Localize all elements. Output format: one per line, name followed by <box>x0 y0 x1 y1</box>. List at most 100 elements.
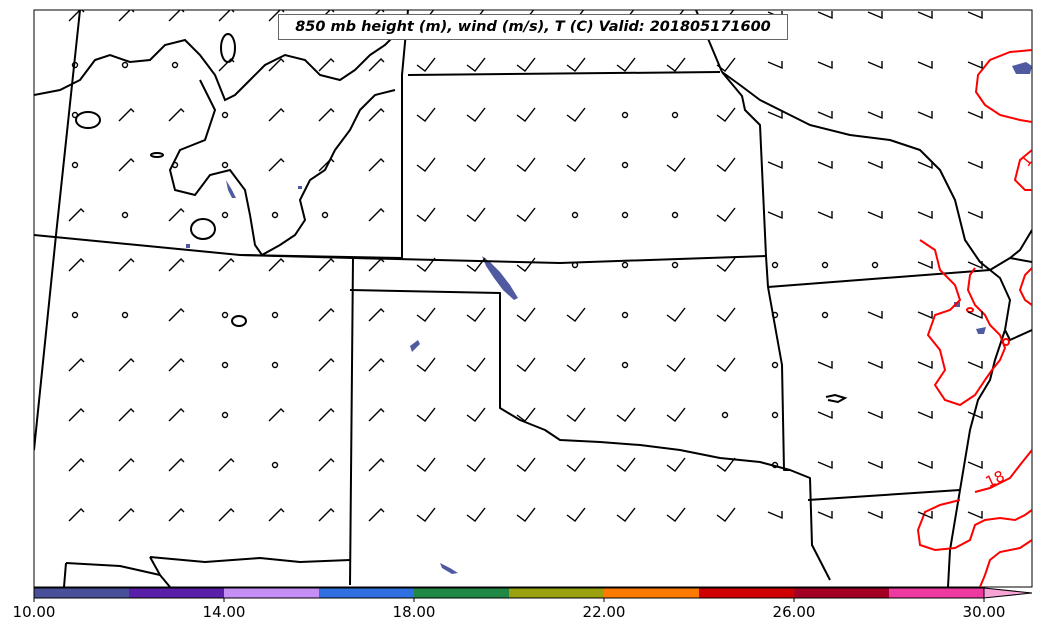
calm-wind-marker <box>721 411 729 419</box>
wind-barb <box>666 457 686 472</box>
wind-barb <box>68 258 85 272</box>
calm-wind-marker <box>621 211 629 219</box>
wind-barb <box>716 257 736 272</box>
wind-barb <box>967 361 983 370</box>
wind-barb <box>268 158 285 172</box>
colorbar-segment <box>129 588 225 598</box>
wind-barb <box>917 161 933 170</box>
wind-barb <box>867 461 883 470</box>
wind-barb <box>566 407 586 422</box>
wind-barb <box>917 111 933 120</box>
wind-barb <box>666 507 686 522</box>
wind-barb <box>68 458 85 472</box>
wind-barb <box>867 311 883 320</box>
wind-barb <box>867 211 883 220</box>
lake-outlines <box>34 29 848 404</box>
colorbar-tick-label: 30.00 <box>962 603 1006 621</box>
calm-wind-marker <box>171 61 179 69</box>
wind-barb <box>118 258 135 272</box>
wind-barb <box>168 458 185 472</box>
colorbar-segment <box>414 588 510 598</box>
wind-barb <box>516 507 536 522</box>
wind-barb <box>917 511 933 520</box>
wind-barb <box>466 157 486 172</box>
wind-barb <box>867 111 883 120</box>
colorbar-segment <box>794 588 890 598</box>
wind-barb <box>218 58 235 72</box>
wind-barb <box>867 411 883 420</box>
calm-wind-marker <box>271 361 279 369</box>
wind-barb <box>318 458 335 472</box>
wind-barb <box>118 108 135 122</box>
wind-barb <box>767 61 783 70</box>
calm-wind-marker <box>771 311 779 319</box>
calm-wind-marker <box>821 311 829 319</box>
wind-barb <box>616 407 636 422</box>
wind-barb <box>318 308 335 322</box>
calm-wind-marker <box>321 211 329 219</box>
wind-barb <box>566 307 586 322</box>
wind-barb <box>416 207 436 222</box>
wind-barb <box>68 358 85 372</box>
wind-barb <box>318 58 335 72</box>
wind-barb <box>967 311 983 320</box>
wind-barb <box>917 211 933 220</box>
wind-barb <box>118 10 135 22</box>
wind-barb <box>917 61 933 70</box>
wind-barb <box>218 10 235 22</box>
wind-barb <box>416 57 436 72</box>
wind-barb <box>917 311 933 320</box>
colorbar-tick-label: 26.00 <box>772 603 816 621</box>
calm-wind-marker <box>671 111 679 119</box>
wind-barb <box>516 57 536 72</box>
calm-wind-marker <box>221 211 229 219</box>
wind-barb <box>566 357 586 372</box>
wind-barb <box>566 107 586 122</box>
wind-barb <box>716 507 736 522</box>
wind-barb <box>917 461 933 470</box>
wind-barb <box>867 11 883 20</box>
wind-barb <box>268 258 285 272</box>
calm-wind-marker <box>771 261 779 269</box>
calm-wind-marker <box>621 161 629 169</box>
wind-barb <box>666 357 686 372</box>
calm-wind-marker <box>771 361 779 369</box>
wind-barb <box>218 258 235 272</box>
wind-barb <box>817 11 833 20</box>
wind-barb <box>867 161 883 170</box>
calm-wind-marker <box>771 461 779 469</box>
colorbar <box>33 587 1033 602</box>
wind-barb <box>716 57 736 72</box>
wind-barb <box>168 308 185 322</box>
wind-barb <box>168 108 185 122</box>
wind-barb <box>368 258 385 272</box>
wind-barb <box>817 111 833 120</box>
calm-wind-marker <box>621 361 629 369</box>
calm-wind-marker <box>771 411 779 419</box>
wind-barb <box>516 107 536 122</box>
colorbar-segment <box>604 588 700 598</box>
wind-barb <box>767 211 783 220</box>
wind-barb <box>967 111 983 120</box>
wind-barb <box>368 208 385 222</box>
wind-barb <box>716 457 736 472</box>
wind-barb <box>466 107 486 122</box>
wind-barb <box>466 407 486 422</box>
wind-barb <box>368 358 385 372</box>
wind-barb <box>716 307 736 322</box>
wind-barb <box>666 407 686 422</box>
wind-barb <box>767 161 783 170</box>
calm-wind-marker <box>571 211 579 219</box>
wind-barb <box>416 507 436 522</box>
wind-barb <box>368 508 385 522</box>
wind-barb <box>118 358 135 372</box>
wind-barb <box>466 57 486 72</box>
wind-barb <box>516 157 536 172</box>
calm-wind-marker <box>571 261 579 269</box>
wind-barb <box>917 411 933 420</box>
wind-barb <box>716 207 736 222</box>
wind-barb <box>318 108 335 122</box>
wind-barb <box>767 511 783 520</box>
wind-barb <box>368 58 385 72</box>
calm-wind-marker <box>621 311 629 319</box>
